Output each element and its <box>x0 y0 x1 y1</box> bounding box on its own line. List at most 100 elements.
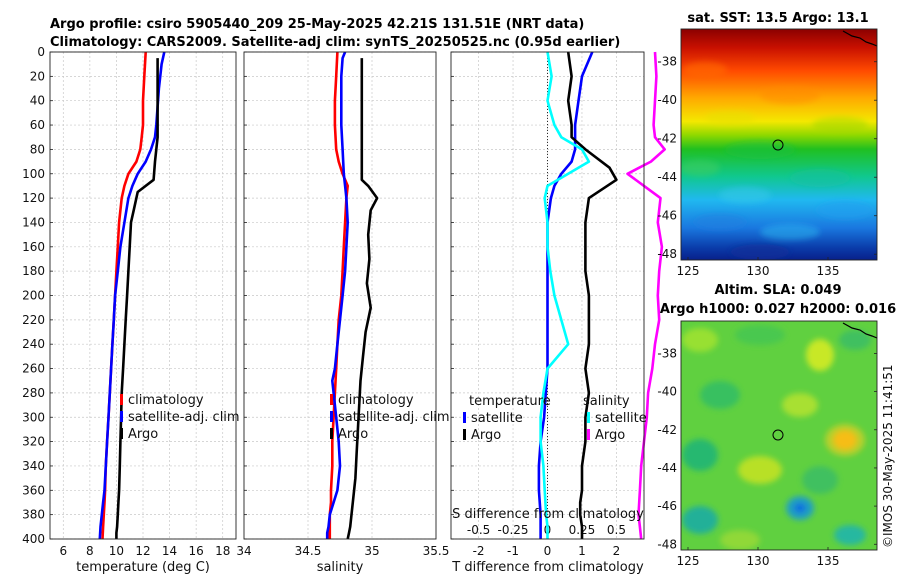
y-tick-label: 160 <box>22 240 45 254</box>
temperature-profile-panel: 6 8 10 12 14 16 180204060801001201401601802002… <box>22 45 240 558</box>
legend-label: Argo <box>595 428 625 443</box>
legend-label: Argo <box>471 428 501 443</box>
salinity-xlabel: salinity <box>317 560 364 575</box>
x-tick-label: 35.5 <box>423 544 450 558</box>
sla-texture <box>682 325 871 550</box>
map-x-tick-label: 125 <box>677 554 700 568</box>
y-tick-label: 100 <box>22 167 45 181</box>
sla-map-subtitle: Argo h1000: 0.027 h2000: 0.016 <box>660 302 896 317</box>
sla-coastline <box>842 322 877 339</box>
salinity-profile-panel: 34 34.5 35 35.5 climatology satellite-adj. cl… <box>236 51 450 558</box>
map-y-tick-label: -42 <box>657 423 677 437</box>
x-tick-label: 2 <box>613 544 621 558</box>
y-tick-label: 380 <box>22 508 45 522</box>
y-tick-label: 320 <box>22 435 45 449</box>
legend-label: satellite <box>471 411 523 426</box>
x-tick-label: 35 <box>364 544 379 558</box>
map-x-tick-label: 125 <box>677 264 700 278</box>
y-tick-label: 60 <box>30 118 45 132</box>
y-tick-label: 140 <box>22 215 45 229</box>
sla-argo-position-marker <box>772 429 784 441</box>
s-diff-tick-label: -0.25 <box>498 523 529 537</box>
y-tick-label: 400 <box>22 532 45 546</box>
legend-title-temperature: temperature <box>469 394 551 409</box>
map-x-tick-label: 135 <box>817 554 840 568</box>
legend-label: satellite-adj. clim <box>128 410 240 425</box>
series-line-salinity-argo <box>626 51 667 540</box>
legend-swatch <box>330 411 333 422</box>
series-line-argo <box>346 58 379 540</box>
y-tick-label: 200 <box>22 289 45 303</box>
sst-texture <box>681 62 873 260</box>
legend-swatch <box>330 394 333 405</box>
x-tick-label: -1 <box>507 544 519 558</box>
legend-swatch <box>463 412 466 423</box>
series-line-temperature-argo <box>566 51 618 539</box>
y-tick-label: 240 <box>22 337 45 351</box>
map-y-tick-label: -40 <box>657 385 677 399</box>
x-tick-label: 0 <box>544 544 552 558</box>
temperature-xlabel: temperature (deg C) <box>76 560 210 575</box>
map-y-tick-label: -38 <box>657 55 677 69</box>
x-tick-label: -2 <box>473 544 485 558</box>
x-tick-label: 8 <box>86 544 94 558</box>
legend-label: climatology <box>128 393 204 408</box>
y-tick-label: 180 <box>22 264 45 278</box>
map-y-tick-label: -46 <box>657 209 677 223</box>
axes-frame <box>243 51 437 540</box>
y-tick-label: 20 <box>30 69 45 83</box>
y-tick-label: 120 <box>22 191 45 205</box>
x-tick-label: 16 <box>189 544 204 558</box>
x-tick-label: 14 <box>162 544 177 558</box>
y-tick-label: 80 <box>30 142 45 156</box>
legend-swatch <box>120 428 123 439</box>
legend-label: Argo <box>128 427 158 442</box>
legend-label: Argo <box>338 427 368 442</box>
y-tick-label: 360 <box>22 483 45 497</box>
map-y-tick-label: -44 <box>657 461 677 475</box>
legend-swatch <box>330 428 333 439</box>
map-y-tick-label: -38 <box>657 346 677 360</box>
series-line-salinity-satellite <box>539 51 591 539</box>
x-tick-label: 18 <box>215 544 230 558</box>
map-x-tick-label: 135 <box>817 264 840 278</box>
y-tick-label: 260 <box>22 362 45 376</box>
x-tick-label: 10 <box>109 544 124 558</box>
map-x-tick-label: 130 <box>747 554 770 568</box>
legend-title-salinity: salinity <box>583 394 630 409</box>
sst-argo-position-marker <box>772 139 784 151</box>
s-difference-xlabel: S difference from climatology <box>452 507 644 522</box>
map-y-tick-label: -44 <box>657 170 677 184</box>
x-tick-label: 6 <box>59 544 67 558</box>
s-diff-tick-label: 0.5 <box>607 523 626 537</box>
series-line-satellite-adj-clim <box>98 51 166 540</box>
axes-frame <box>450 51 645 540</box>
legend-swatch <box>463 429 466 440</box>
sst-map-panel: sat. SST: 13.5 Argo: 13.1 125 130 135-38-4 <box>657 11 878 278</box>
map-y-tick-label: -42 <box>657 132 677 146</box>
figure-title-line-2: Climatology: CARS2009. Satellite-adj cli… <box>50 35 620 50</box>
x-tick-label: 12 <box>135 544 150 558</box>
map-y-tick-label: -40 <box>657 93 677 107</box>
legend-swatch <box>120 394 123 405</box>
x-tick-label: 1 <box>578 544 586 558</box>
map-x-tick-label: 130 <box>747 264 770 278</box>
legend-label: climatology <box>338 393 414 408</box>
axes-frame <box>49 51 237 540</box>
legend-label: satellite-adj. clim <box>338 410 450 425</box>
figure-title-line-1: Argo profile: csiro 5905440_209 25-May-2… <box>50 17 584 32</box>
series-line-satellite-adj-clim <box>325 51 350 539</box>
map-y-tick-label: -48 <box>657 537 677 551</box>
legend-swatch <box>120 411 123 422</box>
legend-swatch <box>587 429 590 440</box>
sla-map-panel: Altim. SLA: 0.049 Argo h1000: 0.027 h200… <box>657 283 896 568</box>
s-diff-tick-label: -0.5 <box>467 523 490 537</box>
x-tick-label: 34.5 <box>295 544 322 558</box>
series-line-argo <box>115 58 159 539</box>
y-tick-label: 0 <box>37 45 45 59</box>
y-tick-label: 280 <box>22 386 45 400</box>
y-tick-label: 220 <box>22 313 45 327</box>
difference-profile-panel: -2 -1 0 1 2-0.5 -0.25 0 0.25 0.5temperaturesatel… <box>450 51 667 558</box>
map-y-tick-label: -48 <box>657 247 677 261</box>
